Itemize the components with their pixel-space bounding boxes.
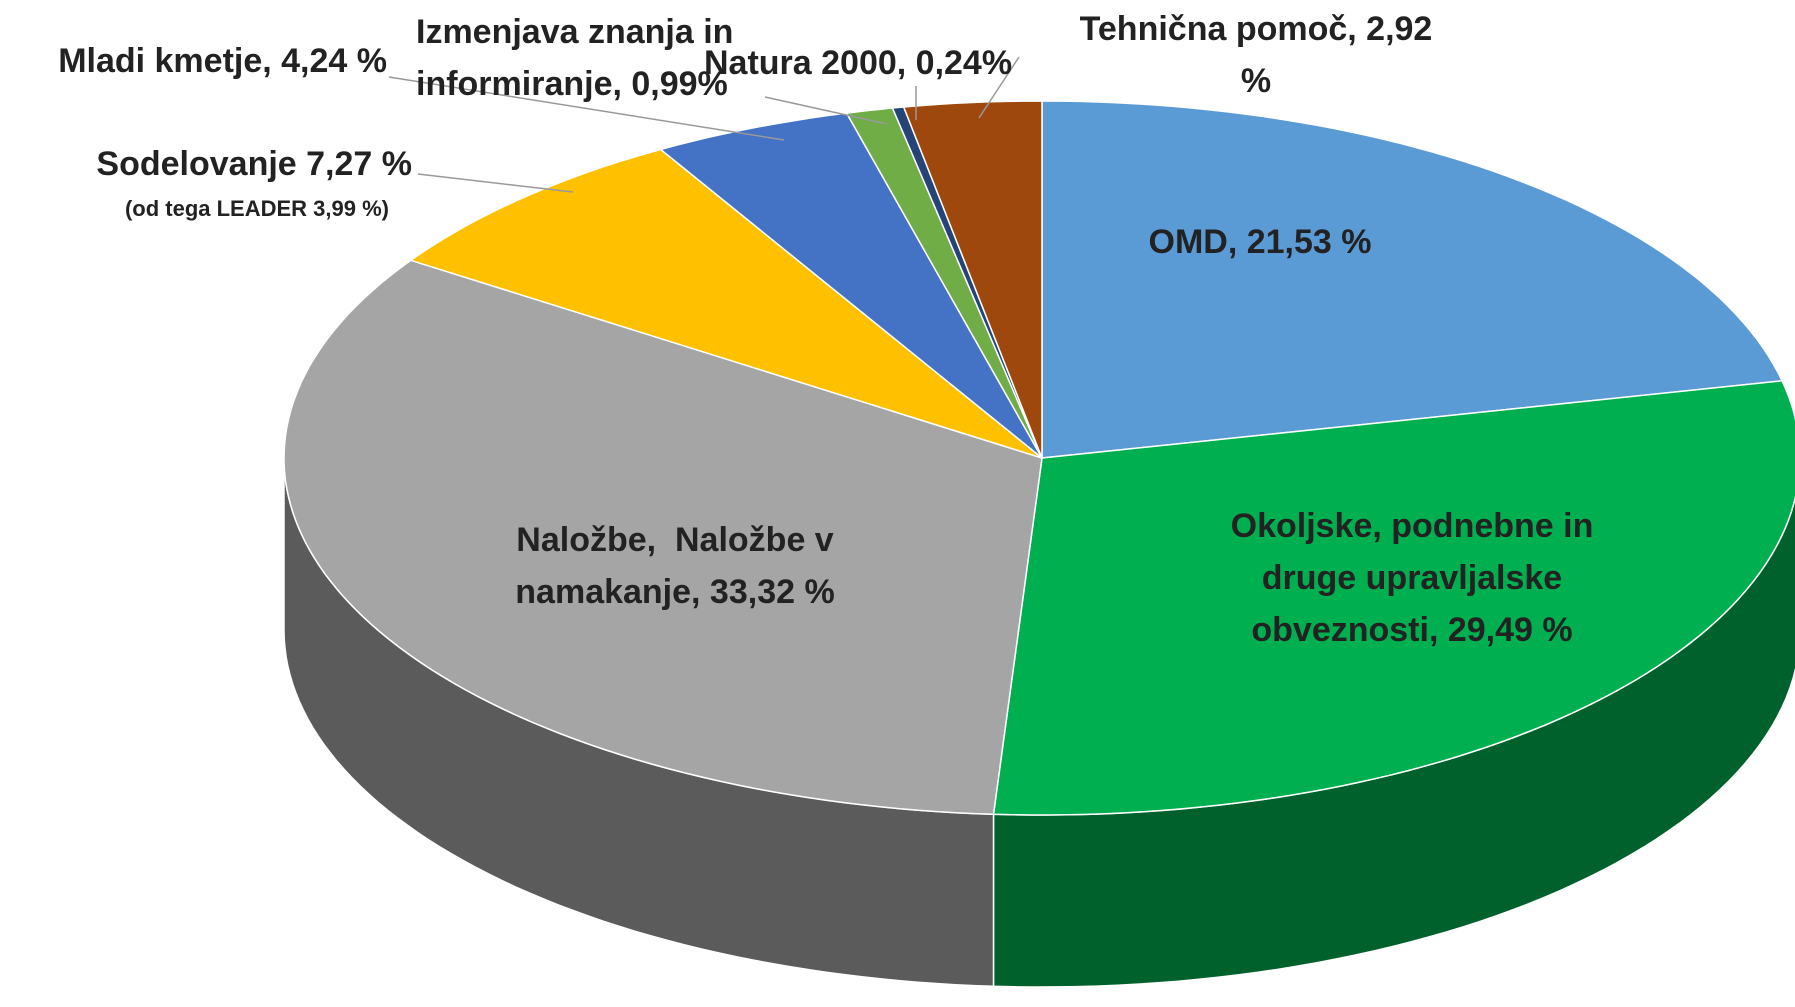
label-line: druge upravljalske: [1262, 559, 1562, 597]
slice: [1041, 100, 1784, 459]
leader-line: [978, 56, 1020, 119]
slice: [992, 379, 1795, 816]
label-line: Natura 2000, 0,24%: [704, 44, 1012, 82]
label-line: Sodelovanje 7,27 %: [96, 145, 412, 183]
data-label: Naložbe, Naložbe v namakanje, 33,32 %: [515, 521, 834, 611]
label-line: Okoljske, podnebne in: [1231, 507, 1594, 545]
data-label: Mladi kmetje, 4,24 %: [58, 42, 387, 80]
data-label: Izmenjava znanja in informiranje, 0,99%: [416, 13, 733, 103]
slice: [902, 100, 1043, 459]
data-label: Natura 2000, 0,24%: [704, 44, 1012, 82]
label-line: Izmenjava znanja in: [416, 13, 733, 51]
leader-line: [388, 76, 785, 141]
label-line: informiranje, 0,99%: [416, 65, 728, 103]
data-label: Sodelovanje 7,27 %: [96, 145, 412, 183]
label-line: Mladi kmetje, 4,24 %: [58, 42, 387, 80]
data-label: Okoljske, podnebne in druge upravljalske o…: [1231, 507, 1594, 649]
leader-line: [764, 96, 888, 125]
label-line: Tehnična pomoč, 2,92: [1080, 10, 1433, 48]
label-line: obveznosti, 29,49 %: [1251, 611, 1572, 649]
annotation: (od tega LEADER 3,99 %): [125, 196, 389, 221]
label-line: namakanje, 33,32 %: [515, 573, 834, 611]
label-line: Naložbe, Naložbe v: [516, 521, 833, 559]
leader-line: [417, 173, 574, 193]
slice: [659, 112, 1043, 459]
label-line: %: [1241, 62, 1271, 100]
slice: [409, 148, 1043, 459]
data-label: OMD, 21,53 %: [1149, 223, 1372, 261]
data-label: Tehnična pomoč, 2,92%: [1080, 10, 1433, 100]
label-line: OMD, 21,53 %: [1149, 223, 1372, 261]
